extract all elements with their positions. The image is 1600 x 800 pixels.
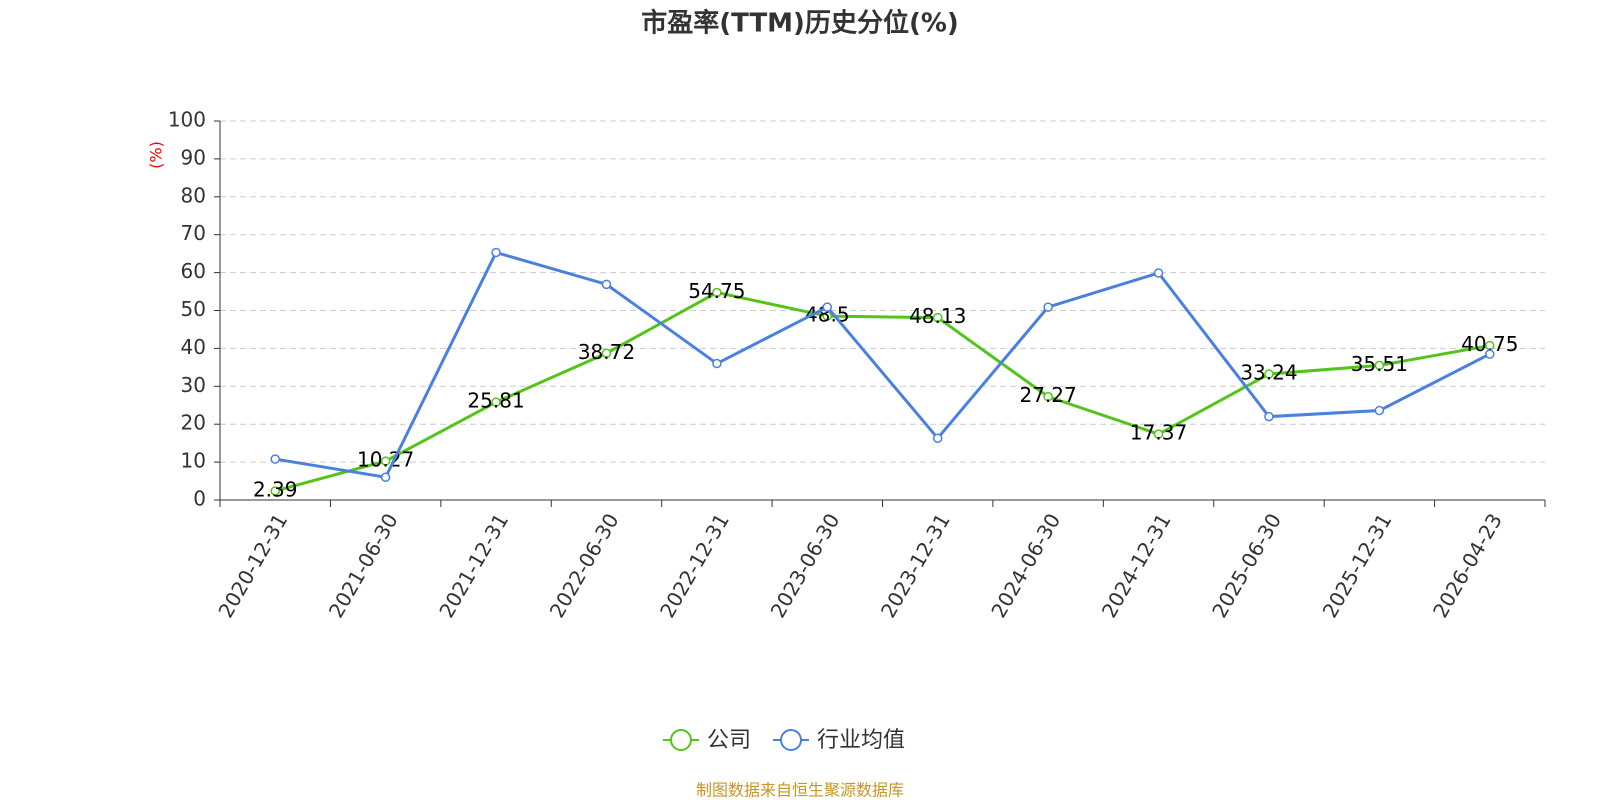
legend-label: 公司 [707,728,751,753]
legend-marker [780,729,803,751]
x-tick-label: 2022-06-30 [545,509,624,622]
y-tick-label: 40 [181,335,206,359]
series-line [274,250,1491,479]
data-label: 27.27 [1019,383,1076,407]
x-tick-label: 2023-12-31 [876,509,955,622]
data-label: 33.24 [1240,361,1297,385]
point [601,279,612,290]
x-tick-label: 2024-06-30 [986,509,1065,622]
y-tick-label: 0 [193,487,206,511]
data-label: 35.51 [1351,352,1408,376]
series-line [274,290,1491,493]
data-label: 54.75 [688,279,745,303]
x-tick-label: 2023-06-30 [765,509,844,622]
x-tick-label: 2021-12-31 [434,509,513,622]
x-tick-label: 2020-12-31 [213,509,292,622]
point [932,433,943,443]
x-tick-label: 2022-12-31 [655,509,734,622]
y-tick-label: 90 [181,145,206,169]
data-label: 25.81 [467,389,524,413]
point [1264,369,1274,379]
y-tick-label: 20 [181,411,206,435]
y-tick-label: 10 [181,449,206,473]
point [932,312,943,323]
point [822,311,833,321]
x-tick-label: 2024-12-31 [1097,509,1176,622]
point [491,247,501,258]
chart-title: 市盈率(TTM)历史分位(%) [641,8,959,39]
y-tick-label: 70 [181,221,206,245]
data-label: 38.72 [578,340,635,364]
x-tick-label: 2025-06-30 [1207,509,1286,622]
point [380,472,391,483]
point [1043,302,1053,312]
legend-marker [670,729,692,751]
y-tick-label: 50 [181,297,206,321]
point [601,348,612,359]
data-label: 17.37 [1130,421,1187,445]
x-tick-label: 2026-04-23 [1428,509,1507,622]
point [270,454,280,464]
source-note: 制图数据来自恒生聚源数据库 [696,781,904,800]
x-tick-label: 2021-06-30 [324,509,403,622]
point [1374,405,1385,416]
data-label: 2.39 [253,477,298,501]
y-tick-label: 30 [181,373,206,397]
point [1374,360,1385,371]
y-tick-label: 60 [181,259,206,283]
point [822,302,833,312]
point [1485,349,1495,359]
data-label: 10.27 [357,448,414,472]
point [491,397,501,407]
legend-label: 行业均值 [817,728,905,753]
data-label: 48.13 [909,304,966,328]
point [1153,268,1164,278]
point [380,456,391,466]
point [712,358,722,369]
y-tick-label: 100 [168,108,206,132]
point [270,486,280,496]
point [1153,429,1164,439]
point [1043,391,1053,402]
y-tick-label: 80 [181,183,206,207]
x-tick-label: 2025-12-31 [1318,509,1397,622]
point [712,287,722,298]
point [1264,411,1274,422]
y-axis-label: (%) [147,141,166,169]
